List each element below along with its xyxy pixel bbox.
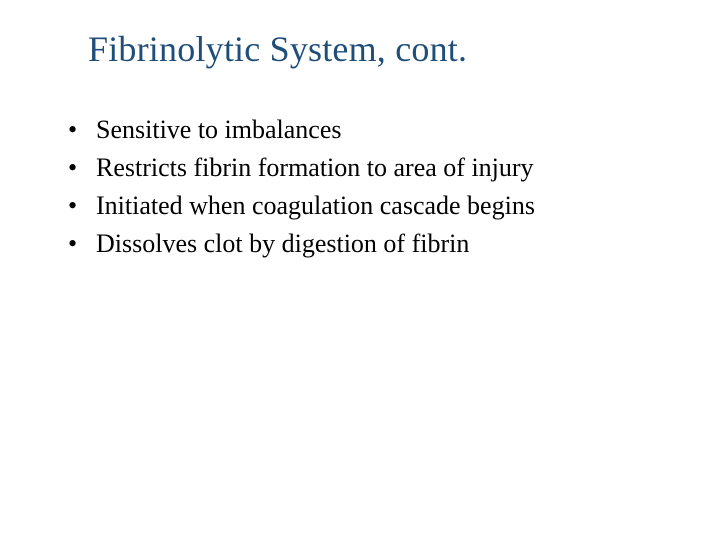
slide-container: Fibrinolytic System, cont. • Sensitive t… [0,0,720,540]
bullet-text: Sensitive to imbalances [96,112,342,148]
list-item: • Sensitive to imbalances [68,112,680,148]
list-item: • Dissolves clot by digestion of fibrin [68,226,680,262]
bullet-text: Dissolves clot by digestion of fibrin [96,226,469,262]
list-item: • Restricts fibrin formation to area of … [68,150,680,186]
bullet-icon: • [68,188,96,224]
bullet-icon: • [68,150,96,186]
bullet-text: Initiated when coagulation cascade begin… [96,188,535,224]
bullet-icon: • [68,226,96,262]
list-item: • Initiated when coagulation cascade beg… [68,188,680,224]
slide-title: Fibrinolytic System, cont. [88,28,680,70]
bullet-text: Restricts fibrin formation to area of in… [96,150,534,186]
bullet-list: • Sensitive to imbalances • Restricts fi… [68,112,680,262]
bullet-icon: • [68,112,96,148]
